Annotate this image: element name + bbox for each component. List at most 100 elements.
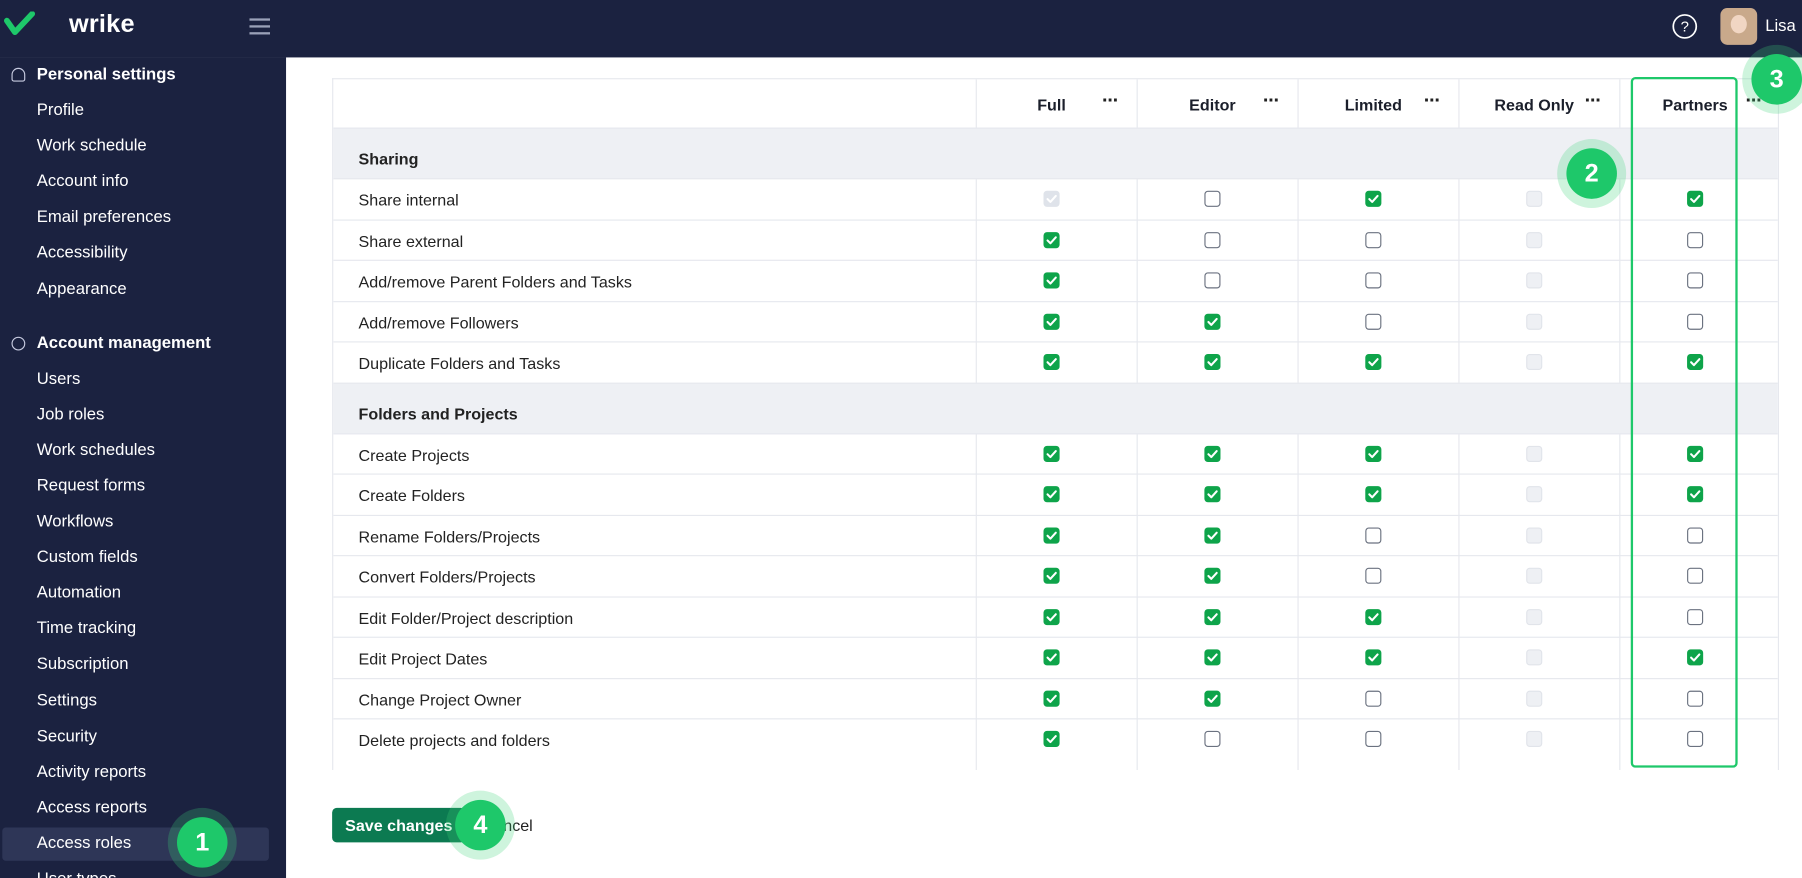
nav-item[interactable]: Automation (36, 584, 122, 603)
checkbox[interactable] (1204, 690, 1221, 707)
permission-label: Create Projects (358, 445, 470, 464)
checkbox[interactable] (1687, 690, 1704, 707)
checkbox[interactable] (1687, 526, 1704, 544)
permission-label: Convert Folders/Projects (358, 567, 536, 587)
checkbox[interactable] (1204, 445, 1221, 462)
checkbox[interactable] (1365, 649, 1382, 666)
checkbox[interactable] (1043, 608, 1060, 625)
nav-item[interactable]: Job roles (36, 405, 105, 424)
checkbox[interactable] (1204, 486, 1221, 503)
checkbox[interactable] (1043, 313, 1060, 330)
checkbox[interactable] (1043, 730, 1060, 747)
checkbox[interactable] (1043, 231, 1060, 248)
nav-item[interactable]: Work schedule (36, 136, 147, 156)
role-header[interactable]: Read Only (1494, 95, 1575, 114)
checkbox[interactable] (1365, 190, 1382, 207)
role-menu[interactable]: ⋯ (1423, 90, 1440, 110)
nav-item[interactable]: Custom fields (36, 548, 138, 567)
checkbox[interactable] (1204, 190, 1221, 207)
checkbox[interactable] (1204, 730, 1221, 747)
checkbox[interactable] (1204, 272, 1221, 289)
top-bar: wrike ? Lisa (0, 0, 1802, 58)
nav-item[interactable]: Security (36, 726, 97, 746)
checkbox[interactable] (1043, 353, 1060, 371)
nav-item[interactable]: Activity reports (36, 762, 147, 782)
checkbox[interactable] (1687, 486, 1704, 503)
checkbox[interactable] (1365, 272, 1382, 289)
checkbox[interactable] (1204, 231, 1221, 248)
checkbox (1526, 608, 1543, 625)
checkbox[interactable] (1365, 353, 1382, 371)
role-menu[interactable]: ⋯ (1263, 90, 1280, 110)
logo: wrike (68, 9, 135, 38)
checkbox[interactable] (1043, 649, 1060, 666)
checkbox[interactable] (1204, 649, 1221, 666)
user-name[interactable]: Lisa (1765, 17, 1796, 36)
row-line (333, 432, 1778, 434)
menu-button[interactable] (249, 17, 271, 35)
checkbox[interactable] (1204, 608, 1221, 625)
nav-item[interactable]: Appearance (36, 279, 127, 299)
checkbox[interactable] (1043, 567, 1060, 584)
checkbox[interactable] (1204, 313, 1221, 330)
checkbox[interactable] (1687, 353, 1704, 371)
nav-item[interactable]: Profile (36, 101, 85, 120)
role-menu[interactable]: ⋯ (1102, 90, 1119, 110)
checkbox[interactable] (1365, 567, 1382, 584)
checkbox[interactable] (1365, 608, 1382, 625)
checkbox[interactable] (1204, 526, 1221, 544)
checkbox[interactable] (1687, 730, 1704, 747)
nav-item[interactable]: Access reports (36, 798, 147, 817)
checkbox[interactable] (1365, 690, 1382, 707)
checkbox[interactable] (1687, 313, 1704, 330)
checkbox[interactable] (1204, 353, 1221, 371)
checkbox[interactable] (1043, 272, 1060, 289)
nav-item[interactable]: User types (37, 870, 117, 878)
nav-item[interactable]: Request forms (36, 476, 146, 496)
role-header[interactable]: Editor (1189, 95, 1236, 114)
permission-label: Change Project Owner (358, 690, 522, 709)
checkbox[interactable] (1687, 190, 1704, 207)
nav-item[interactable]: Accessibility (36, 244, 128, 263)
checkbox[interactable] (1365, 445, 1382, 462)
save-button[interactable]: Save changes (332, 807, 466, 843)
avatar[interactable] (1720, 8, 1758, 45)
checkbox[interactable] (1365, 313, 1382, 330)
checkbox[interactable] (1365, 730, 1382, 747)
checkbox[interactable] (1687, 231, 1704, 248)
permission-label: Share internal (358, 190, 459, 210)
nav-item[interactable]: Subscription (36, 655, 129, 674)
checkbox[interactable] (1687, 445, 1704, 462)
checkbox[interactable] (1687, 649, 1704, 666)
nav-item[interactable]: Account info (36, 172, 129, 191)
checkbox (1526, 649, 1543, 666)
role-header[interactable]: Full (1037, 95, 1066, 114)
nav-item[interactable]: Work schedules (36, 441, 156, 460)
role-header[interactable]: Partners (1662, 95, 1728, 114)
role-menu[interactable]: ⋯ (1584, 90, 1601, 110)
section-title: Personal settings (36, 65, 176, 84)
column-highlight (1630, 76, 1738, 768)
nav-item[interactable]: Settings (36, 691, 98, 710)
permission-label: Edit Project Dates (358, 649, 488, 668)
checkbox[interactable] (1365, 526, 1382, 544)
nav-item[interactable]: Users (36, 369, 81, 388)
checkbox[interactable] (1687, 567, 1704, 584)
checkbox[interactable] (1687, 608, 1704, 625)
checkbox[interactable] (1365, 486, 1382, 503)
nav-item[interactable]: Workflows (36, 512, 114, 531)
nav-item[interactable]: Time tracking (36, 619, 137, 639)
checkbox[interactable] (1687, 272, 1704, 289)
checkbox[interactable] (1204, 567, 1221, 584)
checkbox (1526, 526, 1543, 544)
nav-item[interactable]: Email preferences (36, 208, 172, 227)
checkbox[interactable] (1043, 445, 1060, 462)
checkbox[interactable] (1365, 231, 1382, 248)
checkbox[interactable] (1043, 486, 1060, 503)
checkbox[interactable] (1043, 690, 1060, 707)
help-button[interactable]: ? (1671, 13, 1699, 41)
checkbox[interactable] (1043, 526, 1060, 544)
nav-item[interactable]: Access roles (36, 834, 132, 853)
role-header[interactable]: Limited (1344, 95, 1402, 114)
